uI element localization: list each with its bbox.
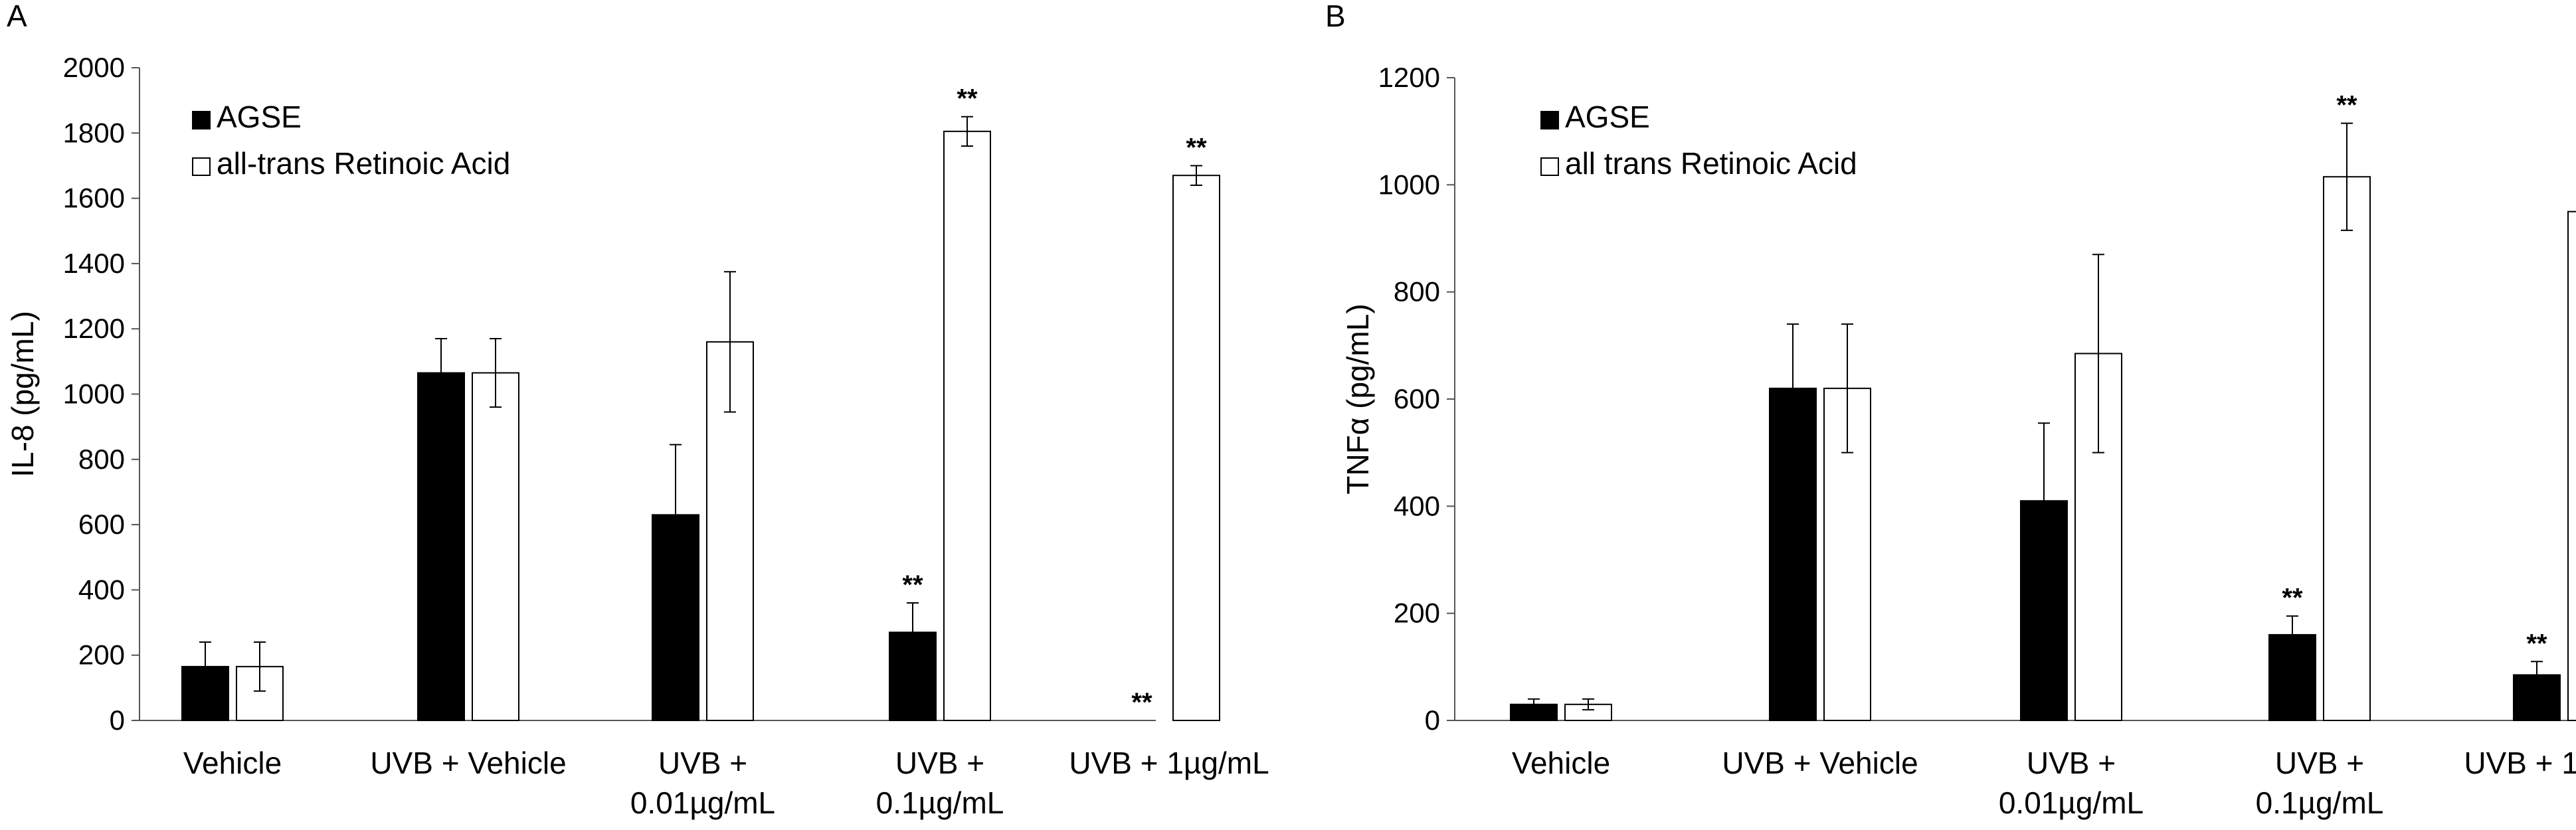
legend-label: AGSE xyxy=(1565,100,1650,134)
y-tick-label: 0 xyxy=(110,705,125,736)
bar xyxy=(181,665,229,722)
significance-marker: ** xyxy=(2336,91,2357,120)
legend-swatch xyxy=(1540,111,1559,129)
y-tick-label: 600 xyxy=(78,509,125,540)
x-category-label: Vehicle xyxy=(1512,746,1610,780)
bar xyxy=(2567,210,2576,721)
y-tick-label: 600 xyxy=(1394,383,1440,414)
legend-label: AGSE xyxy=(217,100,302,134)
x-category-label: UVB + Vehicle xyxy=(370,746,566,780)
significance-marker: ** xyxy=(2282,584,2303,613)
y-tick-label: 1200 xyxy=(1378,62,1440,93)
significance-marker: ** xyxy=(957,84,978,114)
significance-marker: ** xyxy=(902,570,923,600)
significance-marker: ** xyxy=(1131,688,1152,717)
y-axis-title: IL-8 (pg/mL) xyxy=(5,311,40,477)
y-tick-label: 1000 xyxy=(63,378,125,410)
x-category-label: UVB + xyxy=(658,746,747,780)
x-category-label: UVB + xyxy=(2027,746,2116,780)
x-category-label: UVB + xyxy=(895,746,984,780)
y-tick-label: 800 xyxy=(78,444,125,475)
x-category-label: 0.01µg/mL xyxy=(1999,786,2144,820)
bar xyxy=(1172,175,1220,721)
chart-panel-b: B 0 200 400 600 800 1000 1200 TNFα (pg/mL) Vehicl… xyxy=(1325,0,2576,820)
y-tick-label: 1000 xyxy=(1378,169,1440,200)
x-category-label: UVB + 1µg/mL xyxy=(2464,746,2576,780)
y-tick-label: 800 xyxy=(1394,276,1440,307)
x-category-label: 0.01µg/mL xyxy=(630,786,775,820)
legend-label: all-trans Retinoic Acid xyxy=(217,146,510,181)
x-category-label: 0.1µg/mL xyxy=(876,786,1004,820)
legend-swatch xyxy=(192,111,211,129)
legend-swatch xyxy=(192,157,211,176)
y-tick-label: 2000 xyxy=(63,52,125,83)
panel-letter: A xyxy=(7,0,27,33)
x-category-label: UVB + 1µg/mL xyxy=(1069,746,1269,780)
bar xyxy=(472,372,519,721)
legend-swatch xyxy=(1540,157,1559,176)
y-tick-label: 200 xyxy=(78,639,125,671)
bar xyxy=(943,130,991,721)
y-tick-label: 0 xyxy=(1425,705,1440,736)
y-axis-title: TNFα (pg/mL) xyxy=(1340,303,1375,494)
y-tick-label: 1200 xyxy=(63,313,125,344)
chart-panel-a: A 0 200 400 600 800 1000 1200 1400 1600 1800 2000 IL… xyxy=(5,0,1269,820)
y-tick-label: 400 xyxy=(1394,490,1440,521)
bar xyxy=(417,372,465,721)
significance-marker: ** xyxy=(2526,629,2547,658)
significance-marker: ** xyxy=(1186,133,1207,162)
legend-label: all trans Retinoic Acid xyxy=(1565,146,1857,181)
y-tick-label: 200 xyxy=(1394,598,1440,629)
x-category-label: UVB + xyxy=(2275,746,2364,780)
x-category-label: Vehicle xyxy=(183,746,282,780)
x-category-label: UVB + Vehicle xyxy=(1722,746,1918,780)
bar xyxy=(2323,176,2371,721)
x-category-label: 0.1µg/mL xyxy=(2256,786,2384,820)
y-tick-label: 1400 xyxy=(63,248,125,279)
y-tick-label: 400 xyxy=(78,574,125,605)
panel-letter: B xyxy=(1325,0,1346,33)
y-tick-label: 1600 xyxy=(63,183,125,214)
y-tick-label: 1800 xyxy=(63,117,125,148)
